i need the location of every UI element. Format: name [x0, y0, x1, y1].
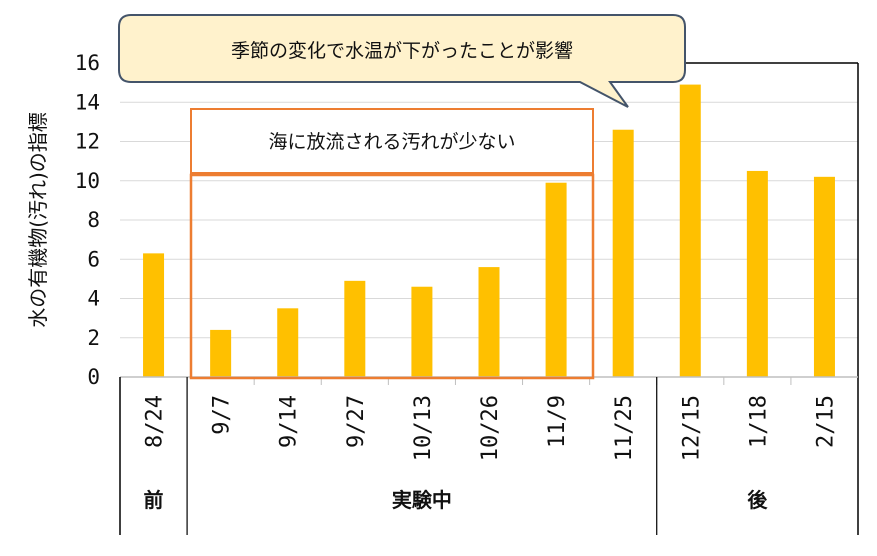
y-tick-label: 4 [87, 287, 100, 311]
callout-bubble [118, 14, 686, 108]
x-tick-label: 2/15 [813, 395, 838, 448]
labels: 0 2 4 6 8 10 12 14 16 8/24 9/7 9/14 9/27 10/13 10/26 11… [26, 51, 838, 512]
y-tick-label: 2 [87, 326, 100, 350]
bar [210, 329, 232, 377]
group-label: 前 [144, 488, 164, 512]
bar [679, 84, 701, 378]
callout-text: 季節の変化で水温が下がったことが影響 [231, 40, 573, 62]
y-tick-label: 10 [75, 169, 100, 193]
annotation-box-label-frame [190, 108, 594, 174]
x-tick-label: 11/25 [612, 395, 637, 461]
bar [612, 129, 634, 377]
x-tick-label: 9/27 [344, 395, 369, 448]
x-tick-label: 12/15 [679, 395, 704, 461]
bar [813, 176, 835, 377]
x-tick-label: 10/26 [478, 395, 503, 461]
bar [478, 267, 500, 377]
bar [143, 253, 165, 377]
x-tick-label: 9/14 [277, 395, 302, 448]
x-tick-label: 9/7 [210, 395, 235, 435]
annotation-box-label: 海に放流される汚れが少ない [268, 131, 515, 153]
x-tick-label: 8/24 [143, 395, 168, 448]
y-tick-label: 16 [75, 51, 100, 75]
x-tick-label: 11/9 [545, 395, 570, 448]
bar [344, 280, 366, 377]
y-axis-label: 水の有機物(汚れ)の指標 [26, 112, 50, 328]
y-tick-label: 12 [75, 130, 100, 154]
annotation-highlight-box [189, 173, 595, 380]
x-tick-label: 10/13 [411, 395, 436, 461]
x-tick-label: 1/18 [746, 395, 771, 448]
y-tick-label: 6 [87, 247, 100, 271]
bar [545, 182, 567, 377]
group-label: 実験中 [392, 488, 452, 512]
bar [746, 170, 768, 377]
bar [277, 308, 299, 377]
y-tick-label: 0 [87, 365, 100, 389]
y-tick-label: 8 [87, 208, 100, 232]
bars [143, 84, 835, 378]
annotations: 海に放流される汚れが少ない 季節の変化で水温が下がったことが影響 [118, 14, 686, 380]
bar [411, 286, 433, 377]
group-label: 後 [747, 488, 768, 512]
y-tick-label: 14 [75, 90, 100, 114]
